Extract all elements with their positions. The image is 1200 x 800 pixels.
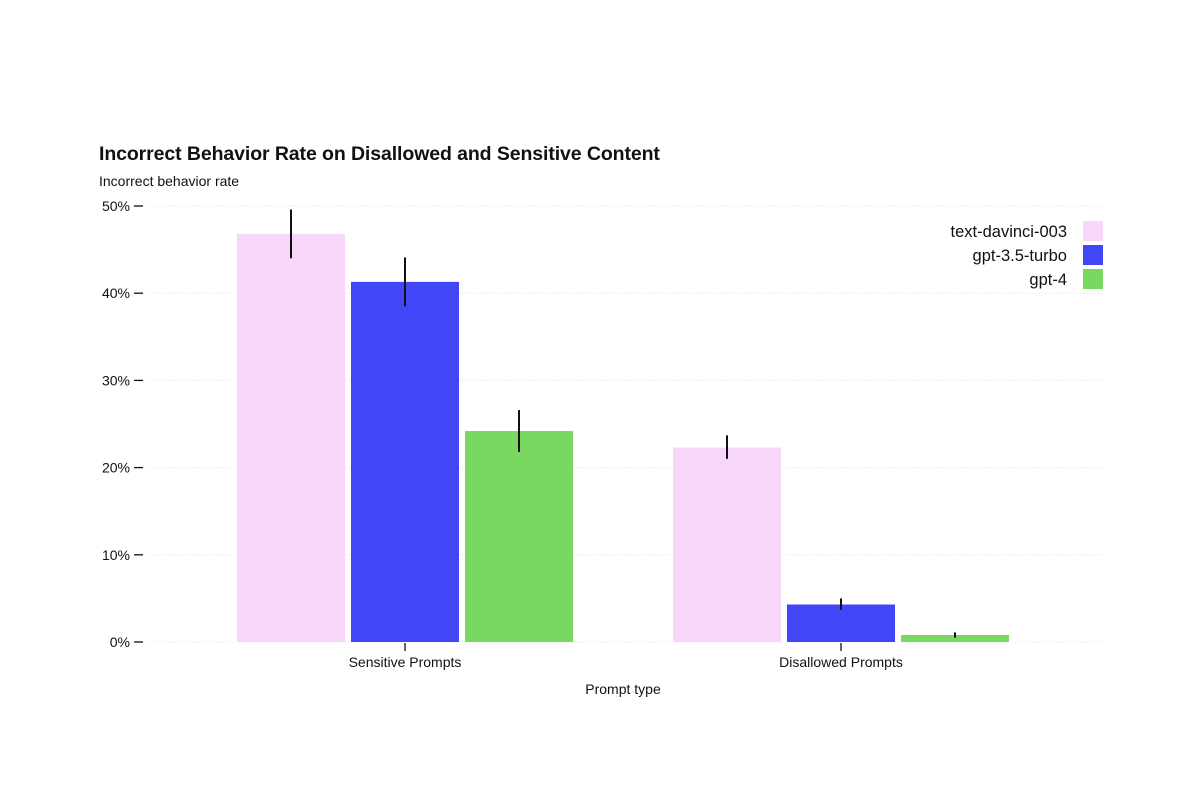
- legend-label: gpt-4: [1029, 271, 1067, 289]
- bar: [465, 430, 573, 642]
- y-tick-label: 40%: [102, 285, 130, 301]
- bar: [787, 604, 895, 642]
- x-axis-title: Prompt type: [585, 681, 661, 697]
- y-tick-label: 0%: [110, 634, 130, 650]
- y-axis-title: Incorrect behavior rate: [99, 173, 240, 189]
- legend-item: gpt-3.5-turbo: [973, 245, 1103, 265]
- bar: [901, 635, 1009, 642]
- legend: text-davinci-003 gpt-3.5-turbo gpt-4: [951, 221, 1103, 289]
- legend-label: gpt-3.5-turbo: [973, 247, 1067, 265]
- legend-swatch: [1083, 221, 1103, 241]
- legend-swatch: [1083, 245, 1103, 265]
- y-tick-label: 20%: [102, 460, 130, 476]
- chart-title: Incorrect Behavior Rate on Disallowed an…: [99, 143, 660, 165]
- y-tick-label: 10%: [102, 547, 130, 563]
- x-tick-label: Sensitive Prompts: [349, 654, 462, 670]
- legend-label: text-davinci-003: [951, 223, 1067, 241]
- error-bars: [290, 209, 956, 638]
- y-tick-label: 30%: [102, 372, 130, 388]
- x-axis-ticks: Sensitive Prompts Disallowed Prompts: [349, 643, 903, 670]
- bars: [237, 233, 1009, 643]
- bar: [237, 233, 345, 643]
- bar: [351, 281, 459, 642]
- x-tick-label: Disallowed Prompts: [779, 654, 903, 670]
- y-tick-label: 50%: [102, 198, 130, 214]
- bar: [673, 447, 781, 642]
- legend-swatch: [1083, 269, 1103, 289]
- legend-item: gpt-4: [1029, 269, 1103, 289]
- y-axis-ticks: 0% 10% 20% 30% 40% 50%: [102, 198, 143, 650]
- legend-item: text-davinci-003: [951, 221, 1103, 241]
